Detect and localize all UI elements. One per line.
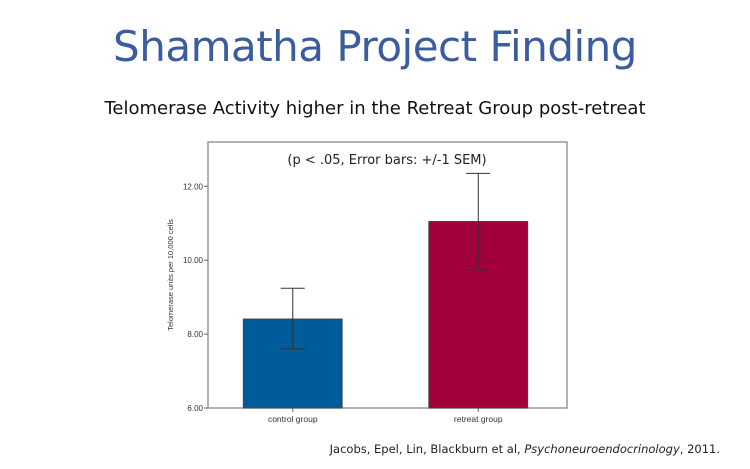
chart-annotation: (p < .05, Error bars: +/-1 SEM) xyxy=(287,153,486,168)
citation-journal: Psychoneuroendocrinology xyxy=(524,442,680,456)
citation: Jacobs, Epel, Lin, Blackburn et al, Psyc… xyxy=(330,442,720,456)
y-axis-label: Telomerase units per 10,000 cells xyxy=(166,219,175,331)
x-tick-label: control group xyxy=(268,414,318,424)
slide-title: Shamatha Project Finding xyxy=(113,22,637,71)
citation-year: , 2011. xyxy=(679,442,720,456)
y-tick-label: 8.00 xyxy=(187,330,203,339)
x-tick-label: retreat group xyxy=(454,414,503,424)
slide-subtitle: Telomerase Activity higher in the Retrea… xyxy=(104,98,646,119)
citation-authors: Jacobs, Epel, Lin, Blackburn et al, xyxy=(329,442,525,456)
y-tick-label: 12.00 xyxy=(183,182,204,191)
y-tick-label: 6.00 xyxy=(187,404,203,413)
y-tick-label: 10.00 xyxy=(183,256,204,265)
